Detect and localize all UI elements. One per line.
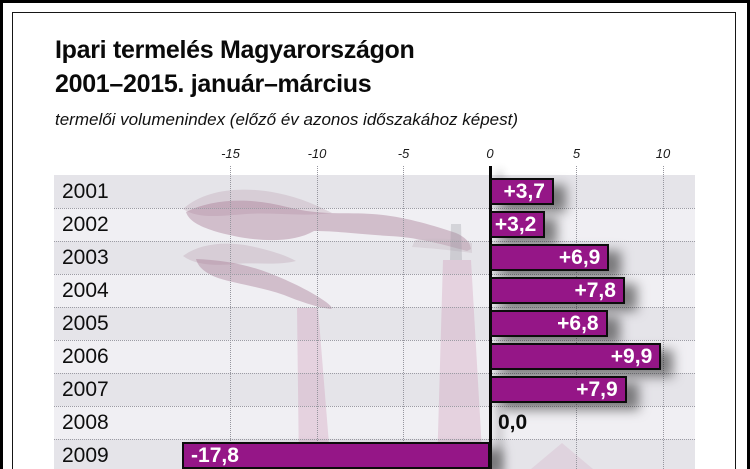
year-label-2006: 2006 [62, 345, 109, 368]
gridline--10 [316, 166, 318, 469]
chart-title-line2: 2001–2015. január–március [55, 70, 372, 98]
bar-value-label-2008: 0,0 [498, 411, 528, 434]
x-tick-label-5: 5 [572, 146, 581, 161]
smoke-plume-upper-dark-icon [186, 200, 471, 251]
x-tick-label--15: -15 [221, 146, 240, 161]
bar-value-label-2007: +7,9 [576, 378, 618, 401]
gridline--5 [403, 166, 404, 469]
year-label-2001: 2001 [62, 180, 109, 203]
value-bar-2004: +7,8 [490, 277, 625, 304]
year-label-2003: 2003 [62, 246, 109, 269]
chart-title: Ipari termelés Magyarországon 2001–2015.… [55, 33, 675, 101]
bar-value-label-2003: +6,9 [558, 246, 601, 269]
bar-value-label-2002: +3,2 [494, 213, 537, 236]
right-chimney-cap-icon [450, 224, 462, 260]
chart-row-2002 [54, 208, 695, 241]
smoke-plume-upper-light-icon [183, 189, 332, 217]
roof-silhouette-icon [531, 443, 593, 469]
value-bar-2005: +6,8 [490, 310, 608, 337]
gridline--15 [230, 166, 231, 469]
bar-value-label-2006: +9,9 [610, 345, 653, 368]
x-tick-label-0: 0 [486, 146, 494, 161]
row-separator [54, 208, 695, 209]
bar-value-label-2001: +3,7 [503, 180, 545, 203]
chart-subtitle: termelői volumenindex (előző év azonos i… [55, 110, 519, 129]
row-separator [54, 373, 695, 374]
value-bar-2006: +9,9 [490, 343, 662, 370]
year-label-2008: 2008 [62, 411, 109, 434]
year-label-2007: 2007 [62, 378, 109, 401]
value-bar-2007: +7,9 [490, 376, 627, 403]
row-separator [54, 340, 695, 341]
chart-row-2001 [54, 175, 695, 208]
gridline-10 [662, 166, 664, 469]
year-label-2005: 2005 [62, 312, 109, 335]
row-separator [54, 274, 695, 275]
year-label-2002: 2002 [62, 213, 109, 236]
left-chimney-icon [297, 308, 331, 469]
x-tick-label--10: -10 [307, 146, 327, 161]
chart-title-line1: Ipari termelés Magyarországon [55, 36, 415, 64]
smoke-plume-lower-light-icon [183, 243, 296, 265]
row-separator [54, 307, 695, 308]
smoke-plume-lower-dark-icon [196, 259, 332, 309]
value-bar-2003: +6,9 [490, 244, 610, 271]
year-label-2009: 2009 [62, 444, 109, 467]
x-tick-label-10: 10 [655, 146, 671, 161]
chart-row-2008 [54, 406, 695, 439]
x-tick-label--5: -5 [397, 146, 410, 161]
value-bar-2009: -17,8 [182, 442, 490, 469]
value-bar-2001: +3,7 [490, 178, 554, 205]
row-separator [54, 241, 695, 242]
row-separator [54, 439, 695, 440]
value-bar-2002: +3,2 [490, 211, 546, 238]
year-label-2004: 2004 [62, 279, 109, 302]
right-chimney-icon [437, 260, 483, 469]
bar-value-label-2009: -17,8 [191, 444, 239, 467]
bar-value-label-2005: +6,8 [557, 312, 599, 335]
row-separator [54, 406, 695, 407]
smoke-plume-upper-tail-icon [412, 238, 472, 253]
bar-value-label-2004: +7,8 [574, 279, 616, 302]
